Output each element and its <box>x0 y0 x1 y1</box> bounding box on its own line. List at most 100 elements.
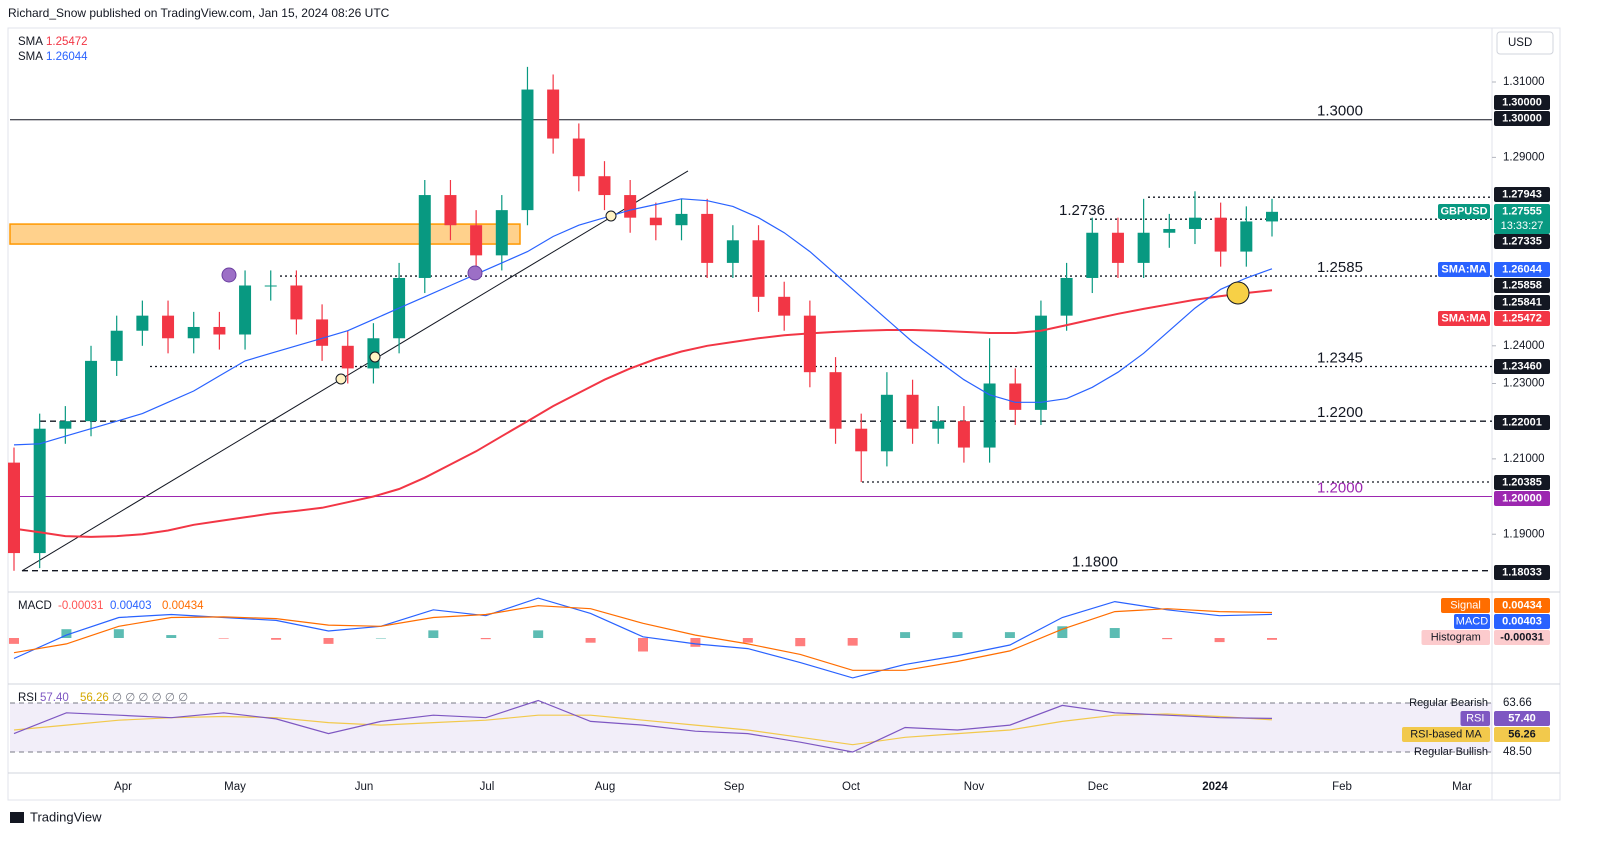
pane-legend-value: 0.00434 <box>162 600 204 612</box>
support-zone <box>9 223 521 245</box>
price-tag-label: 1.22001 <box>1502 416 1542 428</box>
level-label: 1.1800 <box>1072 554 1118 571</box>
histogram-bar <box>847 638 858 646</box>
y-tick-label: 1.23000 <box>1503 378 1545 390</box>
candle-body <box>1163 228 1176 233</box>
marker-circle <box>369 351 381 363</box>
candle-body <box>290 285 303 320</box>
price-tag-label: 1.27335 <box>1502 235 1542 247</box>
histogram-bar <box>61 629 72 638</box>
indicator-tag-value: 57.40 <box>1508 712 1536 724</box>
price-tag-label: 1.25858 <box>1502 279 1542 291</box>
indicator-tag-value: 56.26 <box>1508 728 1536 740</box>
price-tag-label: 1.30000 <box>1502 112 1542 124</box>
indicator-tag <box>1494 711 1550 726</box>
y-tick-label: 1.21000 <box>1503 453 1545 465</box>
x-tick-label: Mar <box>1452 781 1472 793</box>
histogram-bar <box>428 630 439 638</box>
candle-body <box>1111 232 1124 263</box>
histogram-bar <box>166 635 177 638</box>
indicator-tag-name-box <box>1402 727 1490 742</box>
price-tag <box>1494 187 1550 202</box>
chart-frame <box>7 27 1561 801</box>
legend-name: SMA <box>18 51 43 63</box>
price-tag <box>1494 111 1550 126</box>
histogram-bar <box>271 638 282 640</box>
macd-line <box>13 605 1273 671</box>
candle-body <box>187 326 200 339</box>
currency-box[interactable] <box>1496 31 1554 55</box>
level-label: 1.2345 <box>1317 349 1363 366</box>
divergence-label: Regular Bullish <box>1414 746 1488 758</box>
marker-circle <box>467 265 483 281</box>
x-tick-label: Nov <box>964 781 985 793</box>
price-tag-name-box <box>1438 204 1490 219</box>
price-tag <box>1494 234 1550 249</box>
trendline <box>21 170 689 572</box>
pane-legend-extra: ∅ ∅ ∅ ∅ ∅ ∅ <box>112 692 188 704</box>
indicator-tag <box>1494 630 1550 645</box>
rsi-line <box>13 699 1273 753</box>
candle-body <box>444 195 457 226</box>
indicator-tag <box>1494 598 1550 613</box>
y-tick-label: 1.24000 <box>1503 340 1545 352</box>
price-tag-label: 1.27555 <box>1502 205 1542 217</box>
price-tag-label: 1.25472 <box>1502 312 1542 324</box>
price-tag-label: 1.23460 <box>1502 360 1542 372</box>
candle-body <box>1060 277 1073 316</box>
sma-line <box>13 289 1273 538</box>
candle-body <box>1034 315 1047 410</box>
price-tag-name: SMA:MA <box>1441 263 1486 275</box>
histogram-bar <box>1004 632 1015 638</box>
x-tick-label: Aug <box>595 781 615 793</box>
plot-area: 1.3000 1.2736 1.2585 1.2345 1.2200 1.2000 1.18… <box>8 66 1492 753</box>
histogram-bar <box>1109 628 1120 638</box>
indicator-tag <box>1494 614 1550 629</box>
price-tag <box>1494 204 1550 234</box>
histogram-bar <box>113 629 124 638</box>
golden-cross-circle <box>1226 281 1250 305</box>
divergence-label: Regular Bearish <box>1409 697 1488 709</box>
x-tick-label: Jul <box>480 781 495 793</box>
candle-body <box>880 394 893 452</box>
candle-body <box>649 217 662 226</box>
histogram-bar <box>952 632 963 638</box>
indicator-tag-value: 0.00403 <box>1502 615 1542 627</box>
candle-body <box>341 345 354 369</box>
histogram-bar <box>9 638 19 644</box>
pane-title: MACD <box>18 600 52 612</box>
histogram-bar <box>218 638 229 639</box>
candle-body <box>957 421 970 448</box>
indicator-tag-name-box <box>1421 630 1490 645</box>
pane-legend-value: 57.40 <box>40 692 69 704</box>
candle-body <box>470 225 483 256</box>
candle-body <box>521 89 534 211</box>
legend-value: 1.25472 <box>46 36 88 48</box>
indicator-tag-name: MACD <box>1456 615 1488 627</box>
level-label: 1.3000 <box>1317 103 1363 120</box>
candle-body <box>162 315 175 339</box>
histogram-bar <box>900 632 911 638</box>
histogram-bar <box>1057 626 1068 638</box>
candle-body <box>264 285 277 287</box>
currency-label: USD <box>1508 37 1532 49</box>
rsi-line <box>13 713 1273 746</box>
price-tag <box>1494 565 1550 580</box>
price-tag-name: GBPUSD <box>1440 205 1487 217</box>
footer-brand: TradingView <box>30 809 102 824</box>
candle-body <box>213 326 226 335</box>
histogram-bar <box>480 638 491 640</box>
price-tag <box>1494 359 1550 374</box>
candle-body <box>1009 383 1022 410</box>
legend-value: 1.26044 <box>46 51 88 63</box>
price-tag <box>1494 262 1550 277</box>
histogram-bar <box>375 638 386 639</box>
candle-body <box>778 296 791 316</box>
candle-body <box>675 213 688 226</box>
indicator-tag-value: -0.00031 <box>1500 631 1543 643</box>
x-tick-label: Feb <box>1332 781 1352 793</box>
price-tag-name-box <box>1438 262 1490 277</box>
pane-legend-value: -0.00031 <box>58 600 103 612</box>
